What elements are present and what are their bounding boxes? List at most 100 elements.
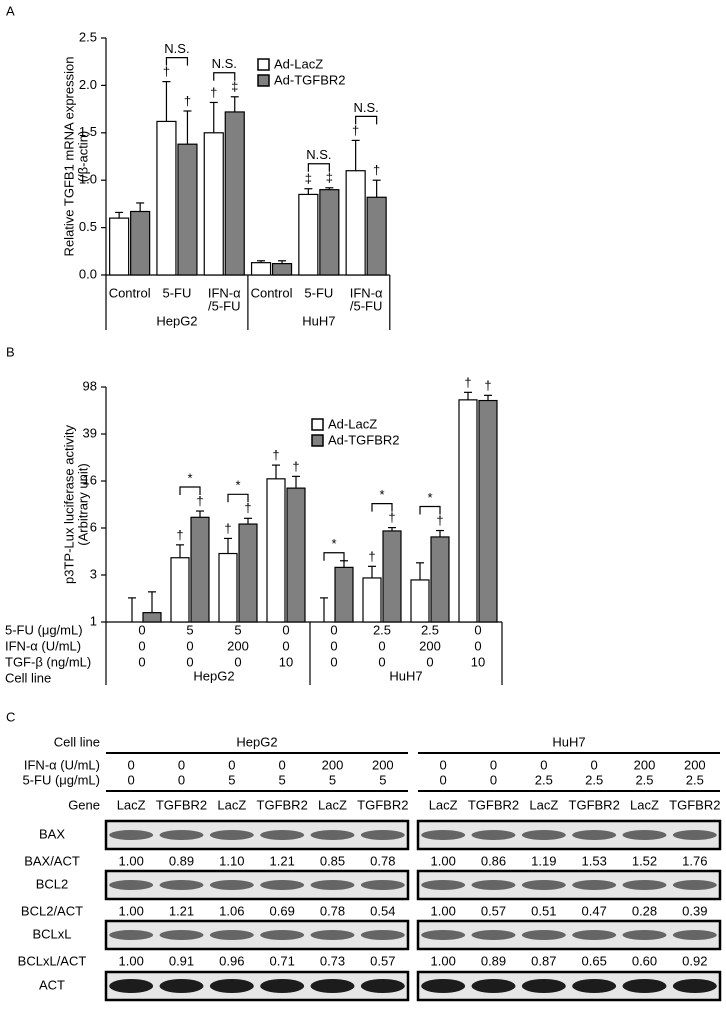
condition-value: 2.5: [535, 772, 553, 787]
bar: [345, 170, 366, 276]
ratio-value: 1.06: [219, 903, 244, 918]
significance-marker: †: [436, 513, 443, 528]
condition-value: 5: [228, 772, 235, 787]
y-axis-label: Relative TGFB1 mRNA expression: [61, 57, 76, 257]
ratio-value: 0.65: [582, 953, 607, 968]
comparison-bracket: [323, 552, 345, 561]
condition-value: 200: [227, 638, 249, 653]
panel-label: A: [6, 3, 15, 18]
bar: [156, 120, 177, 276]
condition-value: 0: [138, 622, 145, 637]
bar: [366, 196, 387, 276]
comparison-bracket: [179, 486, 201, 496]
gene: TGFBR2: [156, 797, 207, 812]
bar: [250, 262, 272, 276]
legend-label: Ad-LacZ: [328, 416, 377, 431]
condition-value: 2.5: [373, 622, 391, 637]
x-tick-label: IFN-α: [350, 285, 383, 300]
x-tick-label: Control: [251, 285, 293, 300]
y-tick-label: 16: [83, 472, 97, 487]
group-label: HuH7: [389, 668, 422, 683]
condition-value: 0: [330, 654, 337, 669]
comparison-bracket: [227, 493, 249, 503]
condition-value: 0: [474, 638, 481, 653]
legend-swatch: [257, 74, 270, 87]
significance-marker: †: [292, 459, 299, 474]
condition-value: 200: [372, 757, 394, 772]
blot-band: [260, 930, 305, 940]
comparison-bracket: [371, 502, 393, 512]
blot-band: [622, 830, 667, 840]
ratio-value: 0.73: [320, 953, 345, 968]
cell-line-label: Cell line: [54, 734, 100, 749]
gene: TGFBR2: [357, 797, 408, 812]
blot-band: [360, 830, 405, 840]
gene: TGFBR2: [257, 797, 308, 812]
ratio-value: 1.00: [119, 953, 144, 968]
bar: [430, 536, 450, 623]
x-tick-label: 5-FU: [163, 285, 192, 300]
ratio-value: 0.96: [219, 953, 244, 968]
condition-value: 0: [378, 638, 385, 653]
comparison-label: *: [235, 478, 240, 493]
blot-frame: [416, 919, 722, 951]
significance-marker: †: [176, 527, 183, 542]
bar: [286, 487, 306, 623]
legend-swatch: [311, 434, 324, 447]
y-tick-label: 1: [90, 613, 97, 628]
gene: LacZ: [117, 797, 146, 812]
group-label: HepG2: [156, 313, 197, 328]
y-tick-label: 2.5: [79, 29, 97, 44]
blot-band: [159, 979, 204, 993]
blot-band: [260, 830, 305, 840]
bar: [238, 523, 258, 623]
condition-value: 0: [490, 772, 497, 787]
comparison-label: N.S.: [164, 41, 189, 56]
bar: [458, 399, 478, 623]
condition-value: 0: [440, 772, 447, 787]
ratio-value: 0.54: [370, 903, 395, 918]
blot-frame: [104, 970, 410, 1002]
blot-band: [471, 830, 516, 840]
ratio-value: 1.10: [219, 853, 244, 868]
blot-band: [622, 880, 667, 890]
cell-line-label: Cell line: [5, 670, 51, 685]
gene: TGFBR2: [468, 797, 519, 812]
blot-band: [521, 979, 566, 993]
condition-value: 0: [234, 654, 241, 669]
condition-value: 0: [178, 757, 185, 772]
y-axis-label: (/β-actin): [75, 131, 90, 183]
ratio-value: 0.85: [320, 853, 345, 868]
blot-band: [260, 880, 305, 890]
bar: [382, 530, 402, 623]
comparison-label: *: [331, 536, 336, 551]
blot-band: [421, 880, 466, 890]
blot-band: [471, 979, 516, 993]
bar: [109, 217, 130, 276]
x-tick-label: Control: [109, 285, 151, 300]
gene-label: Gene: [68, 797, 100, 812]
ratio-value: 0.47: [582, 903, 607, 918]
blot-band: [310, 979, 355, 993]
band-label: BCL2: [36, 876, 69, 891]
condition-value: 0: [282, 638, 289, 653]
blot-band: [360, 880, 405, 890]
band-label: ACT: [39, 977, 65, 992]
condition-value: 0: [178, 772, 185, 787]
blot-band: [622, 930, 667, 940]
condition-value: 200: [322, 757, 344, 772]
blot-band: [310, 880, 355, 890]
legend-label: Ad-TGFBR2: [274, 72, 346, 87]
blot-band: [622, 979, 667, 993]
significance-marker: †: [352, 123, 359, 138]
condition-value: 0: [282, 622, 289, 637]
group-label: HuH7: [302, 313, 335, 328]
condition-value: 200: [419, 638, 441, 653]
condition-label: IFN-α (U/mL): [24, 757, 100, 772]
blot-band: [159, 930, 204, 940]
blot-band: [109, 979, 154, 993]
blot-band: [209, 930, 254, 940]
ratio-label: BCL2/ACT: [21, 903, 83, 918]
blot-band: [421, 830, 466, 840]
